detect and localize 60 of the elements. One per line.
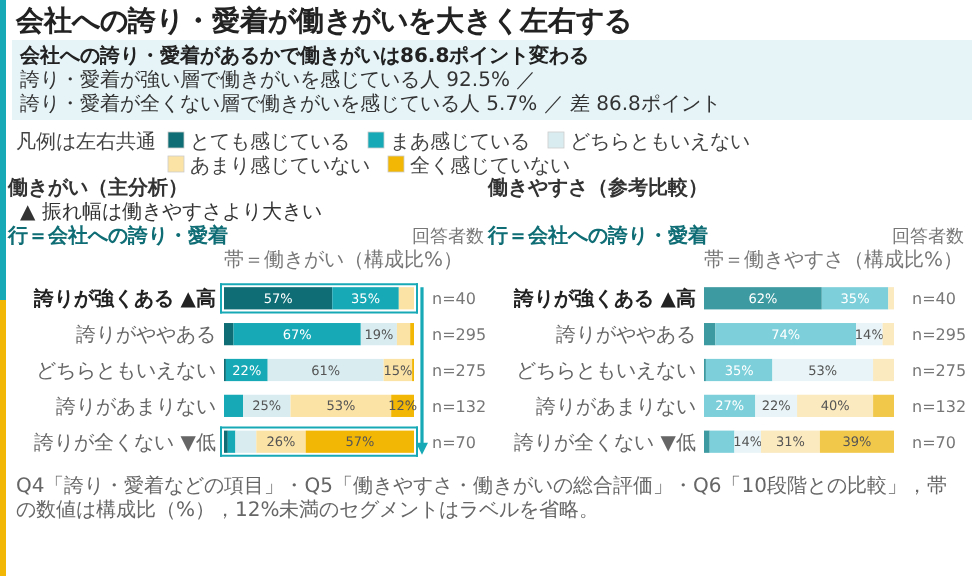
bar [396, 323, 411, 346]
text: Q4「誇り・愛着などの項目」・Q5「働きやすさ・働きがいの総合評価」・Q6「10段階との比較」，帯の数値は構成比（%），12%未満のセグメントはラベルを省略。 [16, 474, 947, 522]
bar [704, 287, 822, 310]
y-tick-label: 誇りが全くない ▼低 [34, 430, 216, 455]
y-axis-title: 行＝会社への誇り・愛着 [486, 224, 708, 248]
bar [290, 394, 392, 417]
bar [224, 394, 243, 417]
y-tick-label: 誇りが強くある ▲高 [511, 287, 696, 312]
text: n=295 [912, 326, 967, 345]
x-axis-title: 帯＝働きがい（構成比%） [224, 248, 464, 272]
text: 会社への誇り・愛着が働きがいを大きく左右する [14, 4, 632, 38]
y2-axis-title: 回答者数 [892, 226, 964, 248]
bar [704, 430, 710, 453]
y-tick-label: 誇りがあまりない [56, 394, 216, 419]
legend-label: まあ感じている [390, 130, 530, 154]
bar [873, 358, 894, 382]
y-tick-label: 誇りが強くある ▲高 [31, 287, 216, 312]
bar [233, 323, 361, 346]
y-axis-title: 行＝会社への誇り・愛着 [6, 224, 228, 248]
text: n=70 [432, 433, 476, 452]
bar [704, 323, 716, 346]
text: 会社への誇り・愛着があるかで働きがいは86.8ポイント変わる [18, 44, 590, 68]
text: n=295 [432, 326, 487, 345]
bar [305, 430, 414, 453]
legend-title: 凡例は左右共通 [16, 130, 156, 154]
x-axis-title: 帯＝働きやすさ（構成比%） [704, 248, 964, 272]
bar [224, 323, 234, 346]
text: n=40 [432, 290, 476, 309]
text: n=132 [912, 397, 967, 416]
y-tick-label: どちらともいえない [36, 361, 216, 383]
y-tick-label: 誇りがややある [556, 323, 696, 348]
legend-label: あまり感じていない [190, 154, 370, 178]
text: n=275 [432, 362, 487, 380]
text: n=275 [912, 362, 967, 380]
chart-title: 働きがい（主分析） [6, 176, 188, 200]
bar [888, 287, 894, 310]
chart-title: 働きやすさ（参考比較） [486, 176, 708, 200]
bar [715, 323, 856, 346]
legend-label: とても感じている [190, 130, 350, 154]
legend-label: 全く感じていない [410, 154, 570, 178]
bar [267, 358, 384, 382]
y-tick-label: 誇りがややある [76, 323, 216, 348]
text: n=40 [912, 290, 956, 309]
bar [882, 323, 894, 346]
bar [224, 287, 333, 310]
bar [873, 394, 894, 417]
bar [709, 430, 735, 453]
bar [227, 430, 236, 453]
bar [772, 358, 874, 382]
legend-label: どちらともいえない [570, 132, 750, 154]
text: n=70 [912, 433, 956, 452]
y-tick-label: 誇りが全くない ▼低 [514, 430, 696, 455]
text: ▲ 振れ幅は働きやすさより大きい [20, 200, 322, 224]
bar [235, 430, 257, 453]
text: 誇り・愛着が強い層で働きがいを感じている人 92.5% ／ [20, 68, 537, 92]
y2-axis-title: 回答者数 [412, 226, 484, 248]
text: n=132 [432, 397, 487, 416]
y-tick-label: 誇りがあまりない [536, 394, 696, 419]
text: 誇り・愛着が全くない層で働きがいを感じている人 5.7% ／ 差 86.8ポイント [20, 92, 721, 116]
y-tick-label: どちらともいえない [516, 361, 696, 383]
